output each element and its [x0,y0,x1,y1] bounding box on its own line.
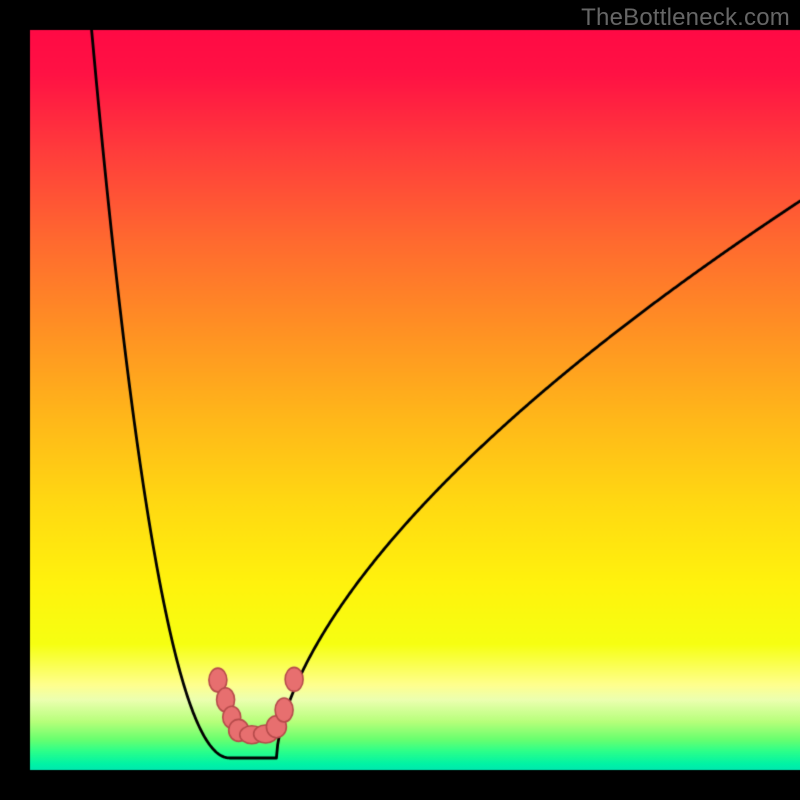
watermark-text: TheBottleneck.com [581,4,790,32]
bottleneck-curve-canvas [0,0,800,800]
chart-stage: TheBottleneck.com [0,0,800,800]
